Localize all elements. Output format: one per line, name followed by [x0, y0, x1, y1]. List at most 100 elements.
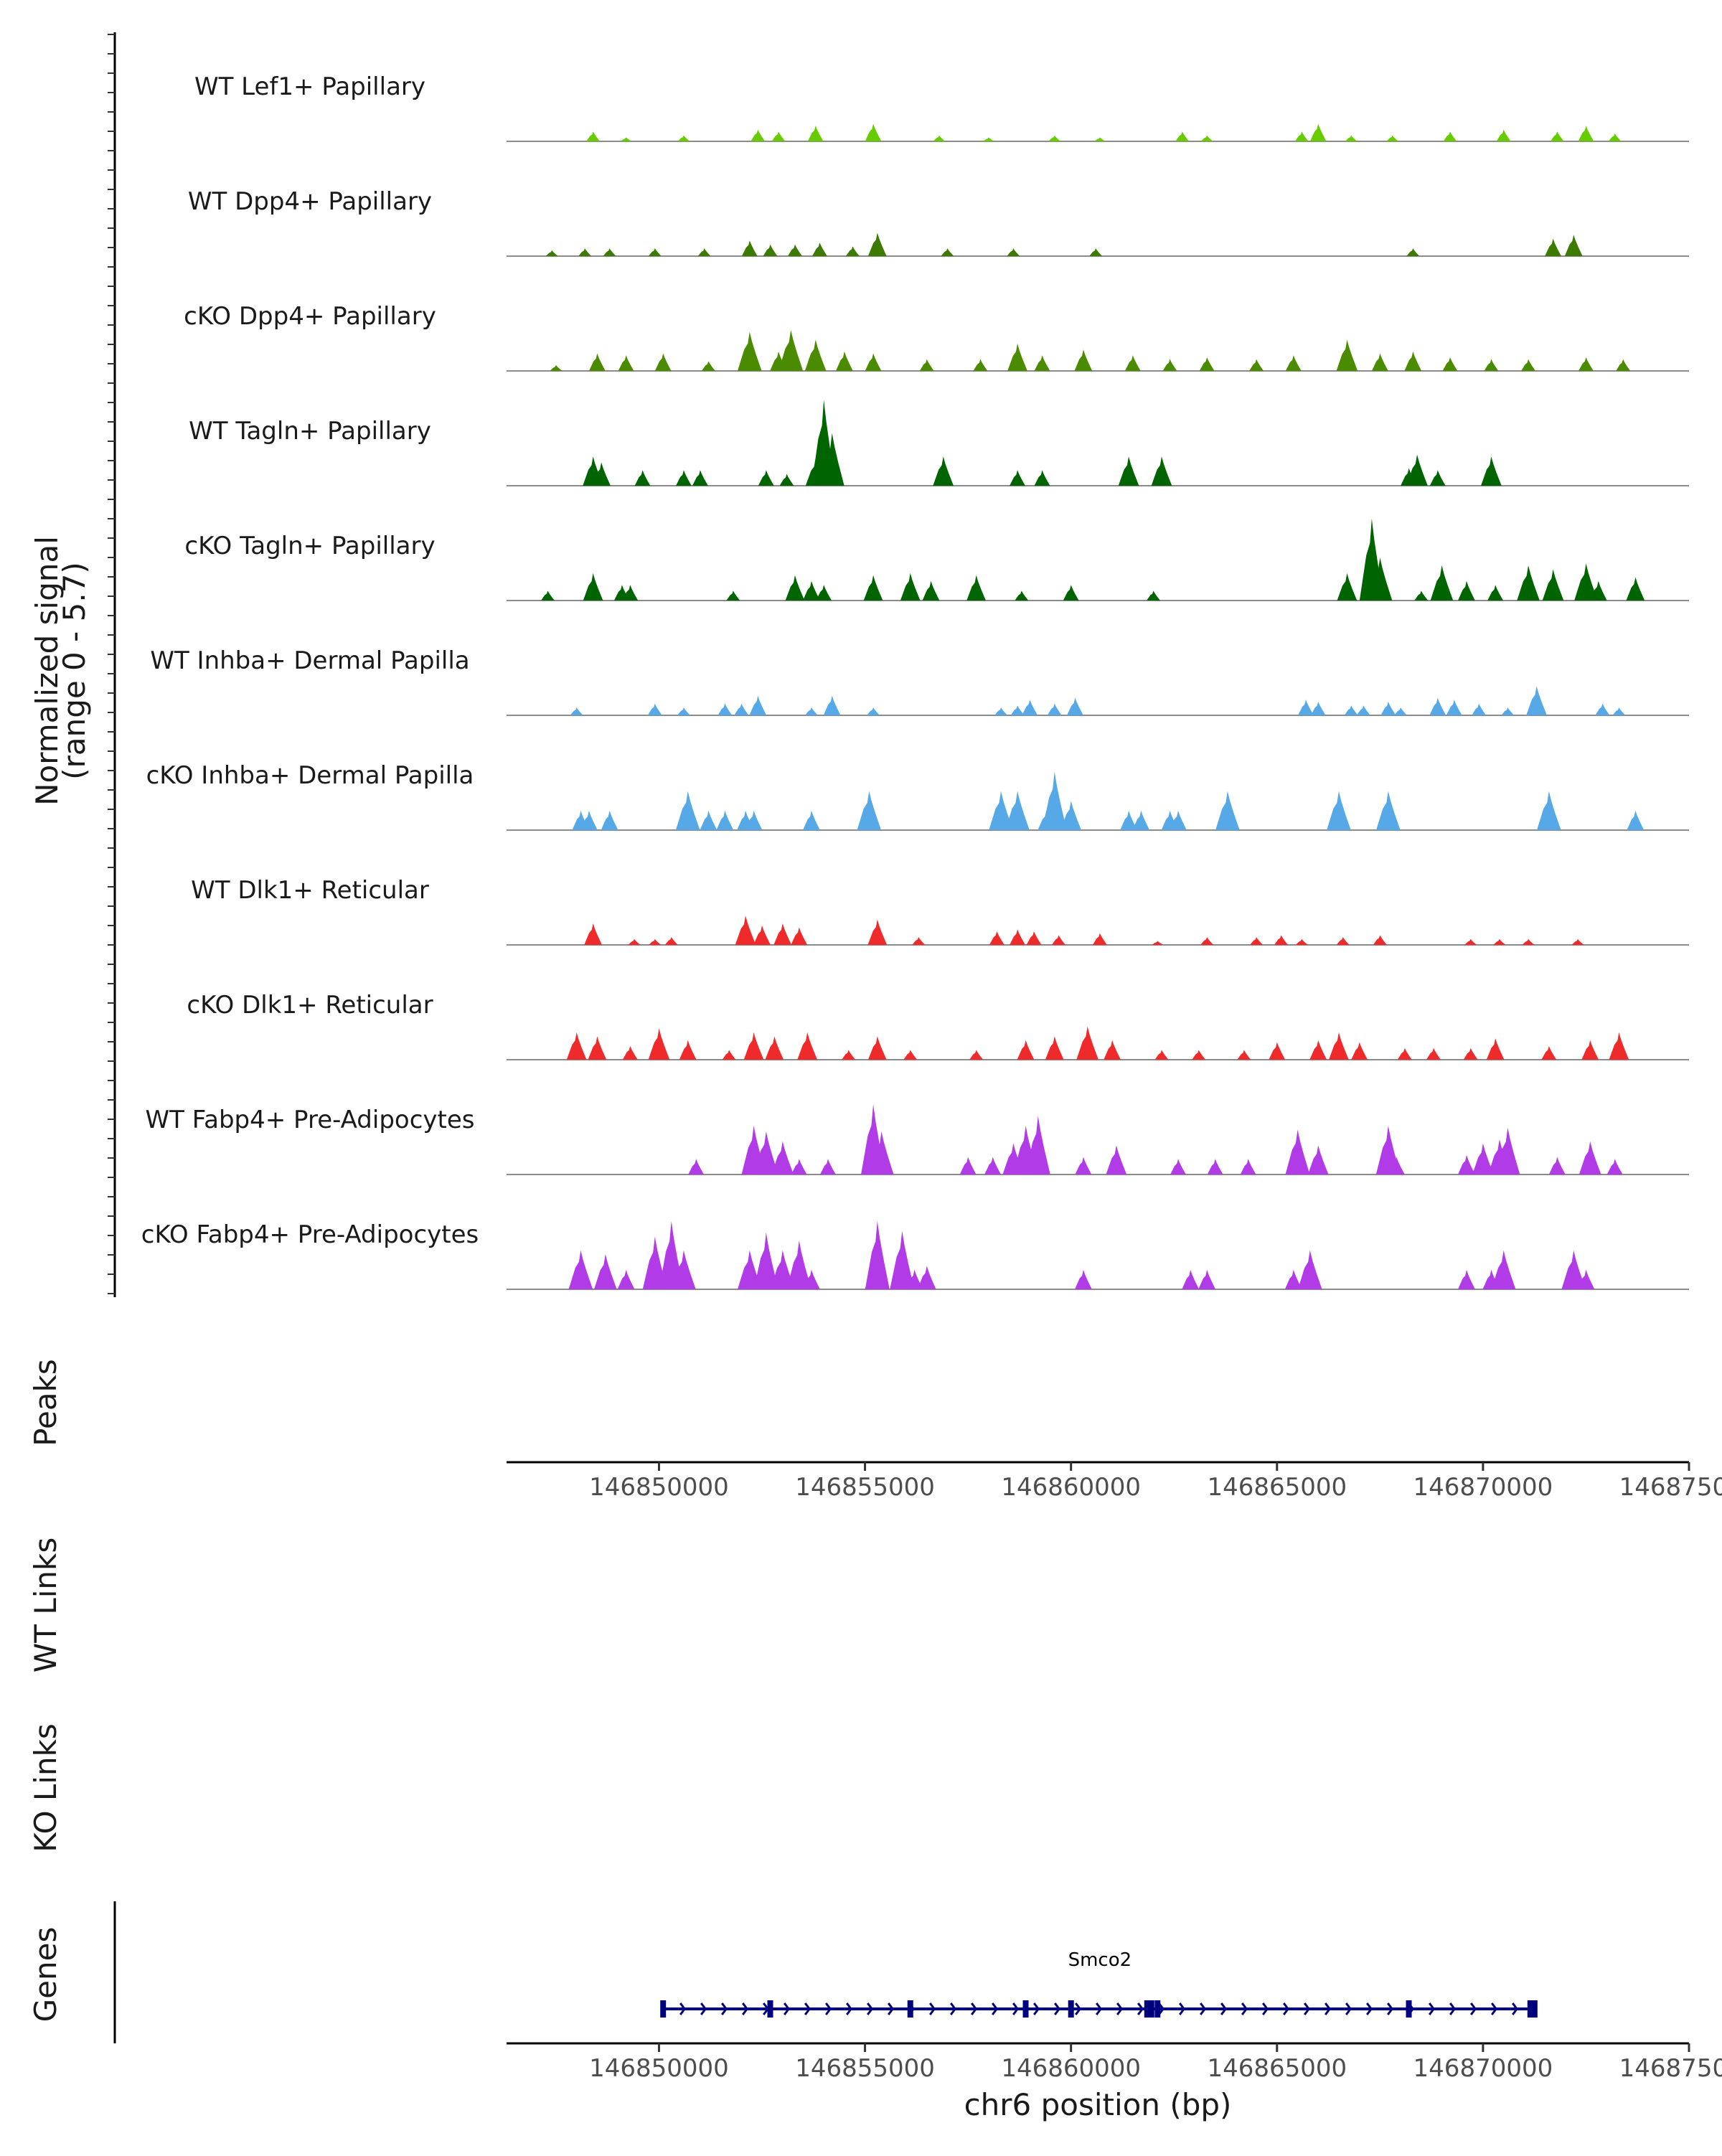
coverage-peak	[1336, 937, 1350, 945]
coverage-peak	[1609, 1032, 1629, 1060]
coverage-peak	[1496, 129, 1511, 141]
coverage-peak	[1052, 935, 1065, 945]
coverage-peak	[785, 575, 805, 601]
coverage-peak	[835, 351, 853, 371]
x-axis-title: chr6 position (bp)	[964, 2087, 1232, 2122]
coverage-peak	[1491, 1250, 1516, 1289]
coverage-peak	[1327, 791, 1351, 830]
coverage-peak	[1458, 1154, 1475, 1174]
track-label: WT Fabp4+ Pre-Adipocytes	[146, 1106, 475, 1134]
coverage-peak	[1337, 573, 1358, 601]
coverage-peak	[984, 1157, 1001, 1174]
coverage-peak	[1075, 1157, 1092, 1174]
coverage-peak	[737, 1250, 762, 1289]
coverage-peak	[1092, 933, 1107, 945]
coverage-peak	[648, 248, 662, 256]
coverage-peak	[845, 246, 860, 256]
track-label: WT Tagln+ Papillary	[189, 417, 431, 446]
coverage-peak	[1578, 357, 1594, 371]
coverage-peak	[688, 1159, 705, 1174]
x-tick-label: 146855000	[795, 1473, 935, 1502]
gene-exon	[767, 2000, 773, 2018]
coverage-peak	[1564, 235, 1583, 256]
strand-arrow	[1179, 2002, 1186, 2015]
coverage-peak	[867, 232, 887, 256]
track-label: WT Dlk1+ Reticular	[191, 876, 429, 905]
coverage-peak	[1542, 569, 1564, 601]
coverage-peak	[1017, 1040, 1035, 1060]
coverage-peak	[1118, 456, 1139, 486]
strand-arrow	[825, 2002, 832, 2015]
coverage-peak	[1442, 357, 1458, 371]
coverage-peak	[994, 707, 1008, 715]
coverage-peak	[865, 353, 882, 371]
coverage-peak	[570, 707, 583, 715]
coverage-peak	[900, 573, 921, 601]
coverage-peak	[586, 131, 601, 141]
strand-arrow	[700, 2002, 707, 2015]
coverage-peak	[1309, 1040, 1327, 1060]
coverage-peak	[959, 1157, 977, 1174]
coverage-peak	[672, 1250, 696, 1289]
coverage-peak	[1045, 1036, 1064, 1060]
strand-arrow	[804, 2002, 811, 2015]
coverage-peak	[1047, 703, 1062, 715]
coverage-peak	[1501, 707, 1515, 715]
coverage-peak	[1076, 1026, 1098, 1060]
coverage-peak	[919, 359, 934, 371]
coverage-peak	[1192, 1050, 1206, 1060]
coverage-peak	[594, 1254, 617, 1289]
coverage-peak	[1005, 791, 1030, 830]
coverage-peak	[1237, 1050, 1251, 1060]
coverage-peak	[1067, 697, 1083, 715]
coverage-peak	[1521, 359, 1535, 371]
coverage-peak	[664, 937, 678, 945]
coverage-tracks: WT Lef1+ Papillary WT Dpp4+ Papillary cKO …	[141, 72, 1689, 1290]
coverage-peak	[1207, 1159, 1223, 1174]
coverage-peak	[1104, 1040, 1121, 1060]
x-tick-label: 146875000	[1619, 1473, 1722, 1502]
strand-arrow	[950, 2002, 957, 2015]
coverage-peak	[1106, 1145, 1127, 1174]
ko-links-panel-title: KO Links	[28, 1723, 63, 1853]
coverage-peak	[865, 123, 882, 141]
coverage-peak	[1589, 580, 1607, 601]
strand-arrow	[1220, 2002, 1228, 2015]
wt-links-panel-title: WT Links	[28, 1538, 63, 1672]
coverage-peak	[1371, 353, 1388, 371]
x-tick-label: 146875000	[1619, 2054, 1722, 2083]
coverage-peak	[1074, 349, 1093, 371]
coverage-peak	[797, 1032, 818, 1060]
coverage-peak	[1577, 1269, 1595, 1289]
coverage-peak	[1481, 456, 1502, 486]
strand-arrow	[1137, 2002, 1144, 2015]
coverage-peak	[1550, 131, 1564, 141]
coverage-peak	[1309, 123, 1327, 141]
coverage-peak	[647, 703, 662, 715]
coverage-peak	[1375, 1126, 1401, 1174]
coverage-peak	[1154, 1050, 1169, 1060]
coverage-peak	[1380, 701, 1396, 715]
strand-arrow	[1241, 2002, 1248, 2015]
track-8: WT Dlk1+ Reticular	[191, 876, 1689, 946]
coverage-peak	[819, 1159, 836, 1174]
coverage-peak	[1200, 937, 1214, 945]
coverage-peak	[1429, 697, 1446, 715]
coverage-peak	[1517, 565, 1540, 601]
coverage-peak	[779, 474, 794, 486]
coverage-peak	[1034, 355, 1050, 371]
coverage-peak	[1042, 771, 1067, 830]
coverage-peak	[701, 361, 715, 371]
track-11: cKO Fabp4+ Pre-Adipocytes	[141, 1220, 1689, 1290]
coverage-peak	[745, 810, 763, 830]
coverage-peak	[1025, 1116, 1050, 1174]
coverage-peak	[1548, 1157, 1566, 1174]
strand-arrow	[1116, 2002, 1124, 2015]
coverage-peak	[1626, 577, 1645, 601]
coverage-peak	[618, 355, 634, 371]
coverage-peak	[1464, 938, 1477, 945]
coverage-peak	[1627, 810, 1645, 830]
coverage-peak	[1351, 1042, 1368, 1060]
coverage-peak	[741, 240, 758, 256]
coverage-peak	[1606, 1159, 1623, 1174]
